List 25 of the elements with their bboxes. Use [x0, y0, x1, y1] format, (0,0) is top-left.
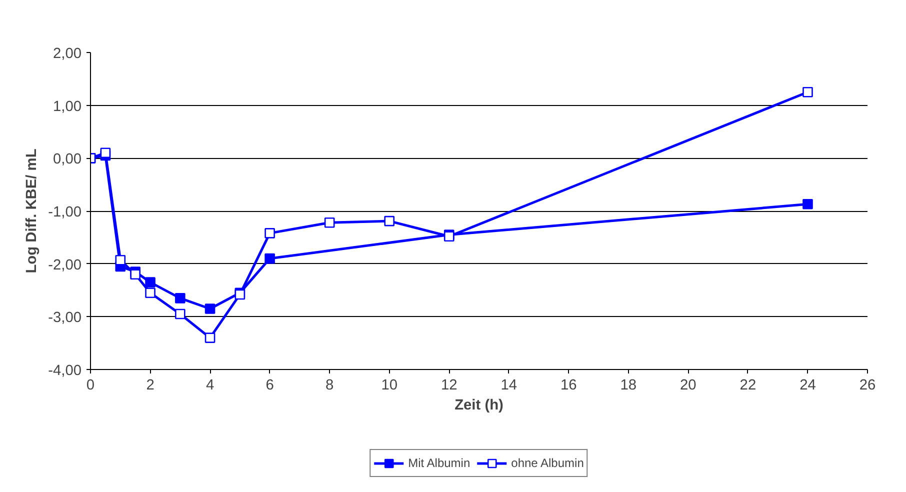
y-axis-title: Log Diff. KBE/ mL [24, 148, 40, 274]
x-tick-label: 4 [206, 378, 214, 394]
x-tick-label: 16 [560, 378, 577, 394]
y-tick-label: -2,00 [48, 257, 82, 274]
x-tick-label: 8 [326, 378, 334, 394]
y-tick-label: 2,00 [52, 46, 82, 62]
x-tick-label: 14 [500, 378, 518, 394]
y-tick-label: -1,00 [48, 204, 82, 220]
y-tick-label: -4,00 [48, 363, 82, 379]
x-tick-label: 24 [800, 378, 816, 394]
x-tick-label: 10 [381, 378, 398, 394]
y-tick-label: 0,00 [52, 152, 82, 168]
x-tick-label: 6 [266, 378, 274, 394]
x-tick-label: 0 [86, 378, 95, 394]
y-tick-label: 1,00 [52, 98, 82, 115]
x-tick-label: 18 [620, 378, 637, 394]
x-tick-label: 26 [859, 378, 876, 394]
legend-label: ohne Albumin [511, 456, 584, 470]
legend-label: Mit Albumin [408, 456, 470, 470]
x-tick-label: 12 [440, 378, 458, 394]
x-tick-label: 20 [680, 378, 696, 394]
x-tick-label: 22 [740, 378, 756, 394]
x-axis-title: Zeit (h) [454, 398, 504, 414]
x-tick-label: 2 [146, 378, 154, 394]
y-tick-label: -3,00 [48, 310, 82, 326]
